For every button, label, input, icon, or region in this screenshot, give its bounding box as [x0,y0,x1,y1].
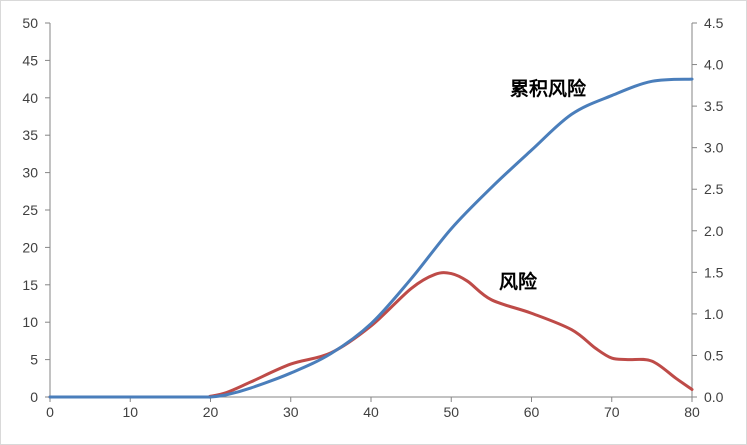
axes [45,22,697,402]
y-tick-labels: 0 5 10 15 20 25 30 35 40 45 50 [22,15,38,405]
y-tick-label: 20 [22,239,38,255]
y2-tick-label: 4.0 [704,57,724,73]
y-tick-label: 45 [22,52,38,68]
x-tick-label: 60 [524,404,540,420]
x-tick-labels: 0 10 20 30 40 50 60 70 80 [46,404,700,420]
y2-tick-labels: 0.0 0.5 1.0 1.5 2.0 2.5 3.0 3.5 4.0 4.5 [704,15,724,405]
y-tick-label: 35 [22,127,38,143]
y-tick-label: 25 [22,202,38,218]
y2-tick-label: 1.0 [704,306,724,322]
x-tick-label: 50 [443,404,459,420]
y2-tick-label: 3.0 [704,140,724,156]
x-tick-label: 40 [363,404,379,420]
y-tick-label: 30 [22,165,38,181]
x-tick-label: 30 [283,404,299,420]
y-tick-label: 10 [22,314,38,330]
y2-tick-label: 2.0 [704,223,724,239]
y-tick-label: 50 [22,15,38,31]
series-line-cumulative-risk [48,77,694,399]
x-tick-label: 80 [684,404,700,420]
y2-tick-label: 3.5 [704,98,724,114]
y2-tick-label: 0.5 [704,347,724,363]
y-tick-label: 40 [22,90,38,106]
x-tick-label: 0 [46,404,54,420]
y2-tick-label: 1.5 [704,264,724,280]
series-label-risk: 风险 [499,270,538,293]
y-tick-label: 5 [30,352,38,368]
y2-tick-label: 0.0 [704,389,724,405]
series-label-cumulative-risk: 累积风险 [510,77,587,100]
series-line-risk [48,271,694,399]
x-tick-label: 20 [203,404,219,420]
y2-tick-label: 2.5 [704,181,724,197]
series-labels: 累积风险 风险 [499,77,587,293]
series-lines [48,77,694,399]
y2-tick-label: 4.5 [704,15,724,31]
x-tick-label: 10 [122,404,138,420]
x-tick-label: 70 [604,404,620,420]
y-tick-label: 15 [22,277,38,293]
y-tick-label: 0 [30,389,38,405]
